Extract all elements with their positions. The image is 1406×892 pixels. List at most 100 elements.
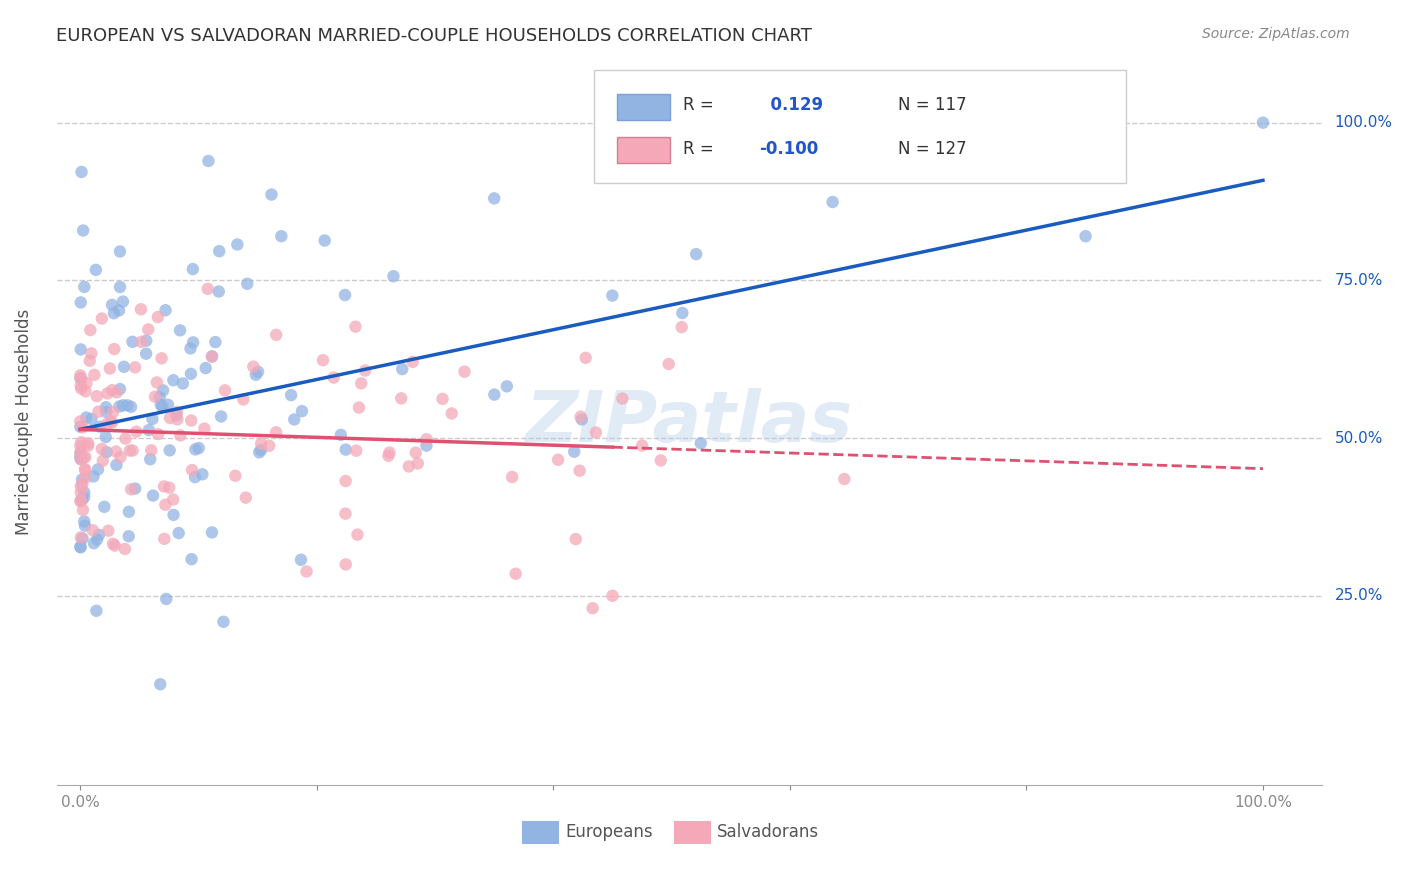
Point — [685, 247, 707, 261]
Point — [69, 371, 91, 385]
Point — [77, 439, 100, 453]
Point — [181, 463, 204, 477]
Point — [689, 436, 711, 450]
Point — [335, 507, 357, 521]
Point — [86, 533, 108, 547]
Point — [1251, 116, 1274, 130]
Point — [75, 463, 97, 477]
Point — [101, 383, 124, 397]
Point — [172, 376, 194, 391]
Point — [167, 526, 190, 541]
Point — [585, 425, 607, 440]
Point — [149, 390, 172, 404]
Point — [105, 385, 128, 400]
Point — [184, 442, 207, 457]
Point — [131, 334, 153, 349]
Point — [69, 540, 91, 554]
Point — [69, 450, 91, 464]
Point — [197, 282, 219, 296]
FancyBboxPatch shape — [617, 137, 671, 163]
Point — [247, 445, 270, 459]
Point — [495, 379, 517, 393]
Text: 100.0%: 100.0% — [1334, 115, 1393, 130]
Text: Salvadorans: Salvadorans — [717, 823, 820, 841]
Point — [280, 388, 302, 402]
Point — [377, 449, 399, 463]
Point — [335, 558, 357, 572]
Point — [568, 464, 591, 478]
Point — [142, 489, 165, 503]
Point — [82, 523, 104, 537]
Point — [245, 368, 267, 382]
Point — [159, 411, 181, 425]
Point — [821, 194, 844, 209]
Point — [70, 165, 93, 179]
Point — [94, 401, 117, 415]
Point — [69, 295, 91, 310]
Point — [283, 412, 305, 426]
Point — [73, 515, 96, 529]
FancyBboxPatch shape — [617, 94, 671, 120]
Point — [103, 342, 125, 356]
Point — [76, 376, 98, 390]
Point — [346, 527, 368, 541]
Point — [415, 439, 437, 453]
Point — [484, 191, 506, 205]
Point — [121, 443, 143, 458]
Point — [602, 589, 624, 603]
Point — [72, 503, 94, 517]
Point — [72, 420, 94, 434]
Point — [250, 442, 273, 457]
Point — [631, 438, 654, 452]
Point — [155, 498, 177, 512]
Point — [69, 445, 91, 459]
Point — [834, 472, 856, 486]
Point — [101, 537, 124, 551]
Point — [152, 384, 174, 398]
Point — [69, 479, 91, 493]
FancyBboxPatch shape — [673, 822, 711, 845]
Point — [141, 443, 163, 458]
Text: ZIPatlas: ZIPatlas — [526, 388, 853, 457]
Point — [69, 485, 91, 500]
Point — [73, 280, 96, 294]
Point — [96, 405, 118, 419]
Point — [208, 285, 231, 299]
Point — [329, 428, 352, 442]
Point — [105, 458, 128, 472]
Point — [658, 357, 681, 371]
Point — [187, 441, 209, 455]
Point — [150, 400, 173, 414]
Point — [87, 528, 110, 542]
Point — [135, 346, 157, 360]
Point — [242, 359, 264, 374]
Point — [150, 351, 173, 366]
Point — [108, 244, 131, 259]
Point — [562, 444, 585, 458]
Point — [77, 436, 100, 450]
Point — [70, 473, 93, 487]
Point — [73, 450, 96, 465]
Point — [136, 322, 159, 336]
Point — [181, 335, 204, 350]
Point — [146, 310, 169, 324]
Point — [108, 280, 131, 294]
Point — [453, 365, 475, 379]
Point — [87, 405, 110, 419]
Point — [406, 457, 429, 471]
Point — [80, 346, 103, 360]
Point — [398, 459, 420, 474]
Point — [224, 468, 246, 483]
Point — [146, 376, 169, 390]
Point — [180, 367, 202, 381]
Point — [180, 413, 202, 427]
Point — [291, 404, 314, 418]
Point — [250, 437, 273, 451]
Point — [117, 398, 139, 412]
Point — [162, 508, 184, 522]
Point — [146, 427, 169, 442]
Point — [69, 439, 91, 453]
Point — [193, 422, 215, 436]
Point — [75, 471, 97, 485]
Point — [179, 342, 201, 356]
